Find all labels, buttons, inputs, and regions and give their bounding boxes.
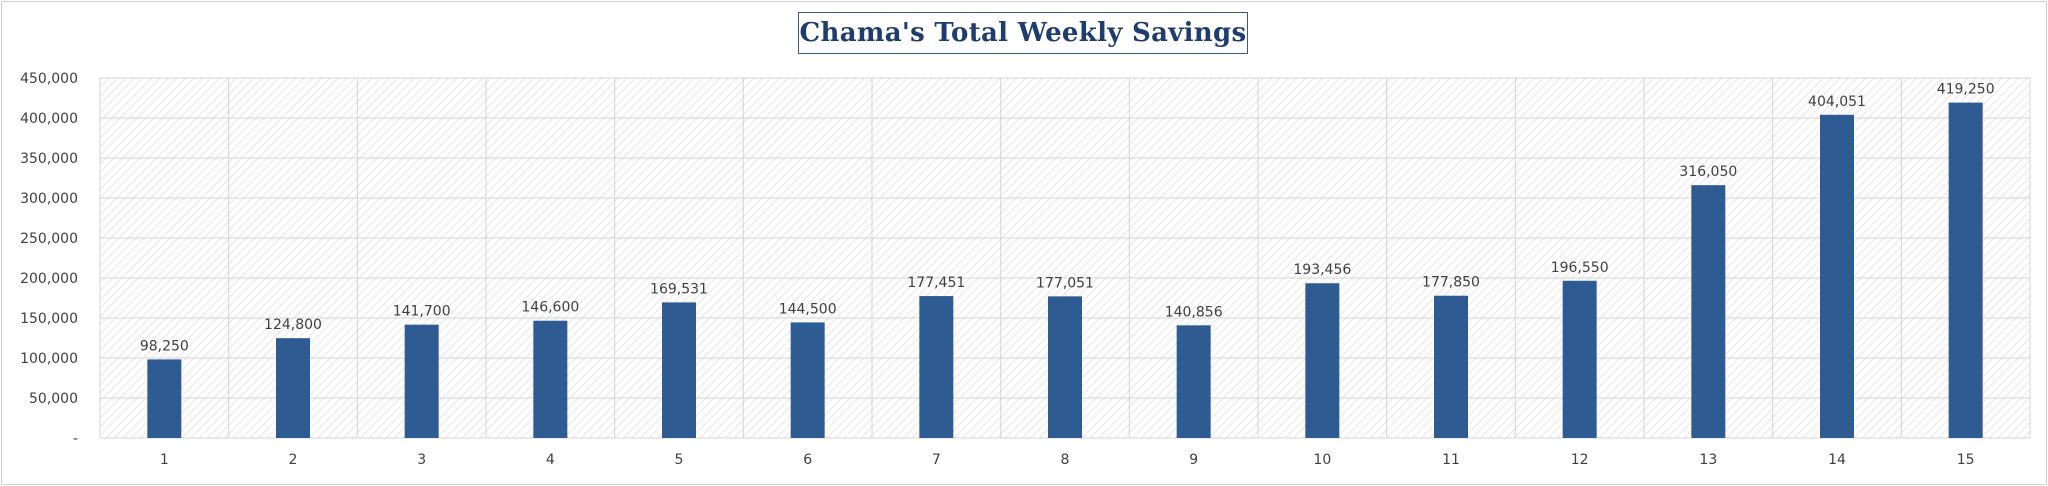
data-label: 196,550 xyxy=(1551,260,1609,276)
bar xyxy=(276,338,310,438)
x-tick-label: 6 xyxy=(803,452,812,468)
data-label: 140,856 xyxy=(1165,304,1223,320)
x-tick-label: 8 xyxy=(1061,452,1070,468)
data-label: 124,800 xyxy=(264,317,322,333)
data-label: 177,451 xyxy=(907,275,965,291)
bar xyxy=(1048,296,1082,438)
data-label: 404,051 xyxy=(1808,94,1866,110)
x-tick-label: 7 xyxy=(932,452,941,468)
y-tick-label: - xyxy=(73,431,78,447)
bar xyxy=(1948,102,1983,438)
x-tick-label: 4 xyxy=(546,452,555,468)
bar xyxy=(404,324,439,438)
y-tick-label: 350,000 xyxy=(20,151,78,167)
y-tick-label: 100,000 xyxy=(20,351,78,367)
data-label: 144,500 xyxy=(779,301,837,317)
bar xyxy=(1691,185,1726,438)
x-tick-label: 11 xyxy=(1442,452,1460,468)
bar xyxy=(1434,295,1468,438)
y-tick-label: 200,000 xyxy=(20,271,78,287)
bar xyxy=(662,302,696,438)
data-label: 177,850 xyxy=(1422,275,1480,291)
bar xyxy=(147,359,182,438)
y-tick-label: 150,000 xyxy=(20,311,78,327)
bar xyxy=(1820,114,1854,438)
x-tick-label: 5 xyxy=(675,452,684,468)
bar xyxy=(1562,280,1597,438)
x-tick-label: 15 xyxy=(1957,452,1975,468)
x-tick-label: 10 xyxy=(1313,452,1331,468)
x-axis-ticks: 1 2 3 4 5 6 7 8 9 10 11 12 13 14 15 xyxy=(160,452,1975,468)
x-tick-label: 1 xyxy=(160,452,169,468)
data-label: 169,531 xyxy=(650,281,708,297)
x-tick-label: 9 xyxy=(1189,452,1198,468)
y-tick-label: 450,000 xyxy=(20,71,78,87)
chart-title: Chama's Total Weekly Savings xyxy=(799,18,1247,48)
x-tick-label: 2 xyxy=(289,452,298,468)
bar xyxy=(533,320,568,438)
bar xyxy=(919,296,954,438)
data-label: 98,250 xyxy=(140,338,189,354)
data-label: 141,700 xyxy=(393,304,451,320)
x-tick-label: 12 xyxy=(1571,452,1589,468)
y-tick-label: 300,000 xyxy=(20,191,78,207)
chart-title-box: Chama's Total Weekly Savings xyxy=(798,12,1248,54)
bar xyxy=(790,322,825,438)
data-label: 419,250 xyxy=(1937,82,1995,98)
bars xyxy=(147,102,1983,438)
y-tick-label: 50,000 xyxy=(29,391,78,407)
data-label: 177,051 xyxy=(1036,275,1094,291)
x-tick-label: 3 xyxy=(417,452,426,468)
data-label: 146,600 xyxy=(521,300,579,316)
data-labels: 98,250 124,800 141,700 146,600 169,531 144,50… xyxy=(140,82,1995,355)
y-tick-label: 400,000 xyxy=(20,111,78,127)
data-label: 193,456 xyxy=(1293,262,1351,278)
x-tick-label: 14 xyxy=(1828,452,1846,468)
x-tick-label: 13 xyxy=(1699,452,1717,468)
y-axis-ticks: - 50,000 100,000 150,000 200,000 250,000 300,0… xyxy=(20,71,78,447)
y-tick-label: 250,000 xyxy=(20,231,78,247)
bar xyxy=(1305,283,1340,438)
data-label: 316,050 xyxy=(1679,164,1737,180)
bar xyxy=(1176,325,1211,438)
